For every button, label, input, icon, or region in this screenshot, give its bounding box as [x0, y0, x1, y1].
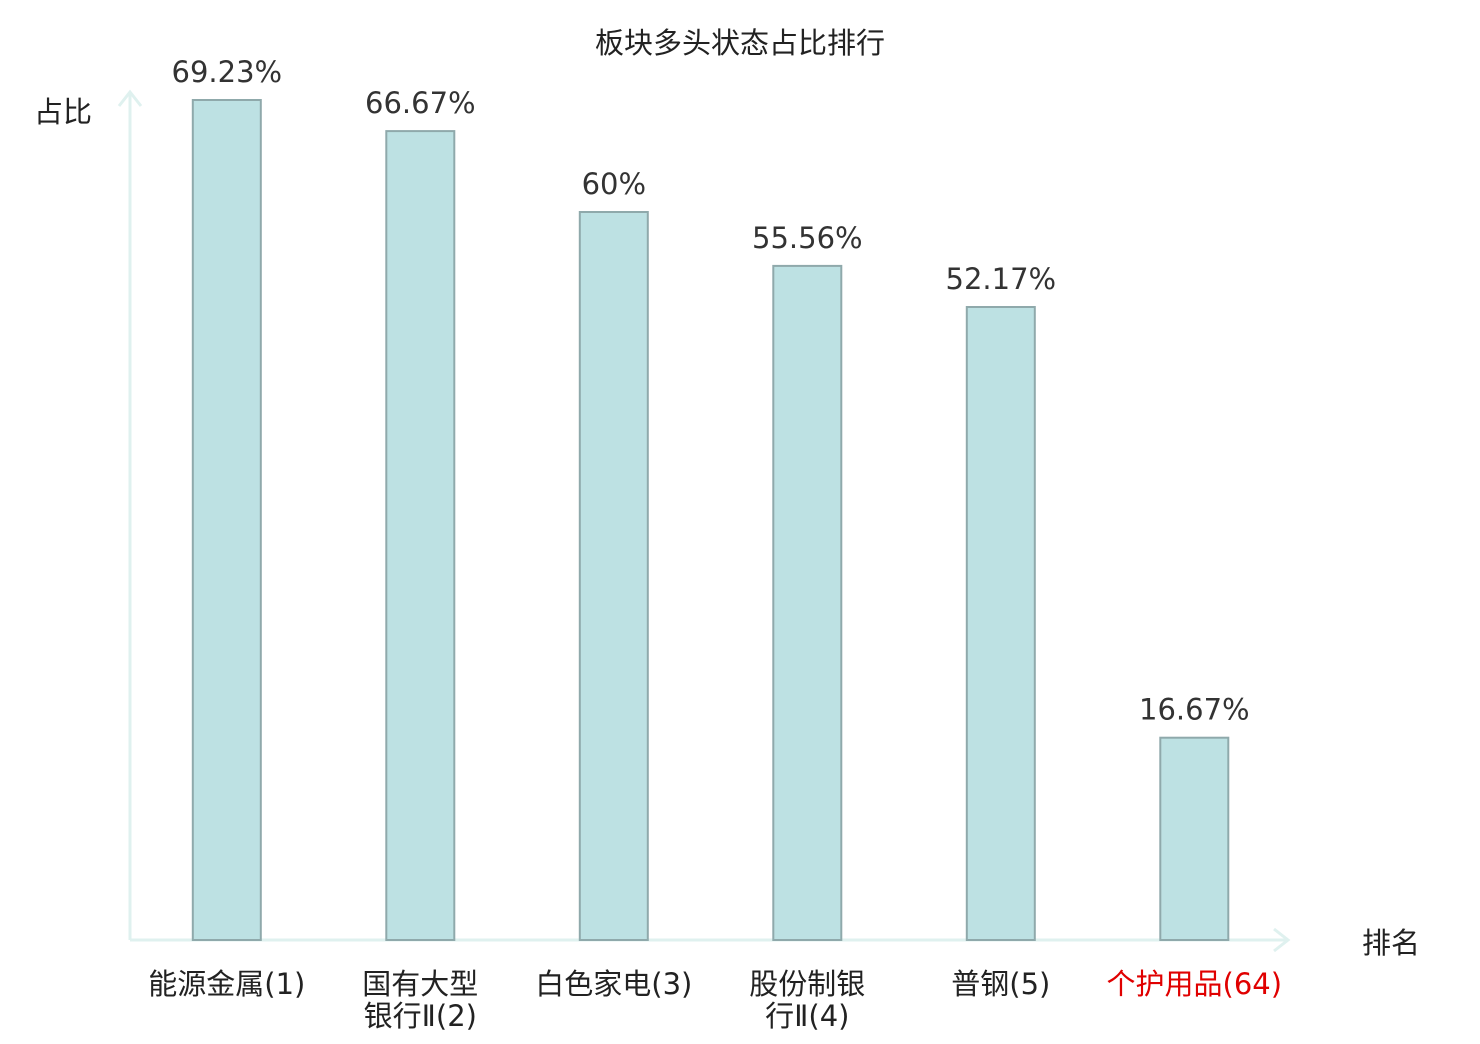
bars-group	[191, 99, 1230, 942]
bar	[578, 211, 649, 941]
chart-title: 板块多头状态占比排行	[595, 26, 885, 60]
category-tick-label: 能源金属(1)	[148, 967, 305, 1001]
bar-value-label: 52.17%	[946, 262, 1057, 296]
category-tick-label: 普钢(5)	[951, 967, 1050, 1001]
bar	[965, 306, 1036, 941]
category-tick-label: 个护用品(64)	[1107, 967, 1283, 1001]
category-tick-label: 国有大型	[362, 967, 478, 1001]
bar	[385, 130, 456, 942]
bar-value-label: 55.56%	[752, 221, 863, 255]
x-axis-arrow-icon	[1273, 927, 1291, 953]
bar-value-label: 16.67%	[1139, 693, 1250, 727]
bar-value-label: 69.23%	[172, 55, 283, 89]
bar	[772, 264, 843, 941]
y-axis-label: 占比	[34, 95, 92, 129]
bar-value-label: 66.67%	[365, 86, 476, 120]
category-tick-label: 白色家电(3)	[535, 967, 692, 1001]
bar-value-label: 60%	[582, 167, 646, 201]
x-axis-label: 排名	[1362, 926, 1420, 960]
axes	[117, 89, 1291, 953]
value-labels-group: 69.23% 66.67% 60% 55.56% 52.17% 16.67%	[172, 55, 1250, 727]
y-axis-arrow-icon	[117, 89, 143, 107]
category-tick-label: 行Ⅱ(4)	[765, 999, 849, 1033]
category-tick-label: 银行Ⅱ(2)	[364, 999, 477, 1033]
category-tick-label: 股份制银	[749, 967, 865, 1001]
bar	[1159, 736, 1230, 942]
bar	[191, 99, 262, 941]
